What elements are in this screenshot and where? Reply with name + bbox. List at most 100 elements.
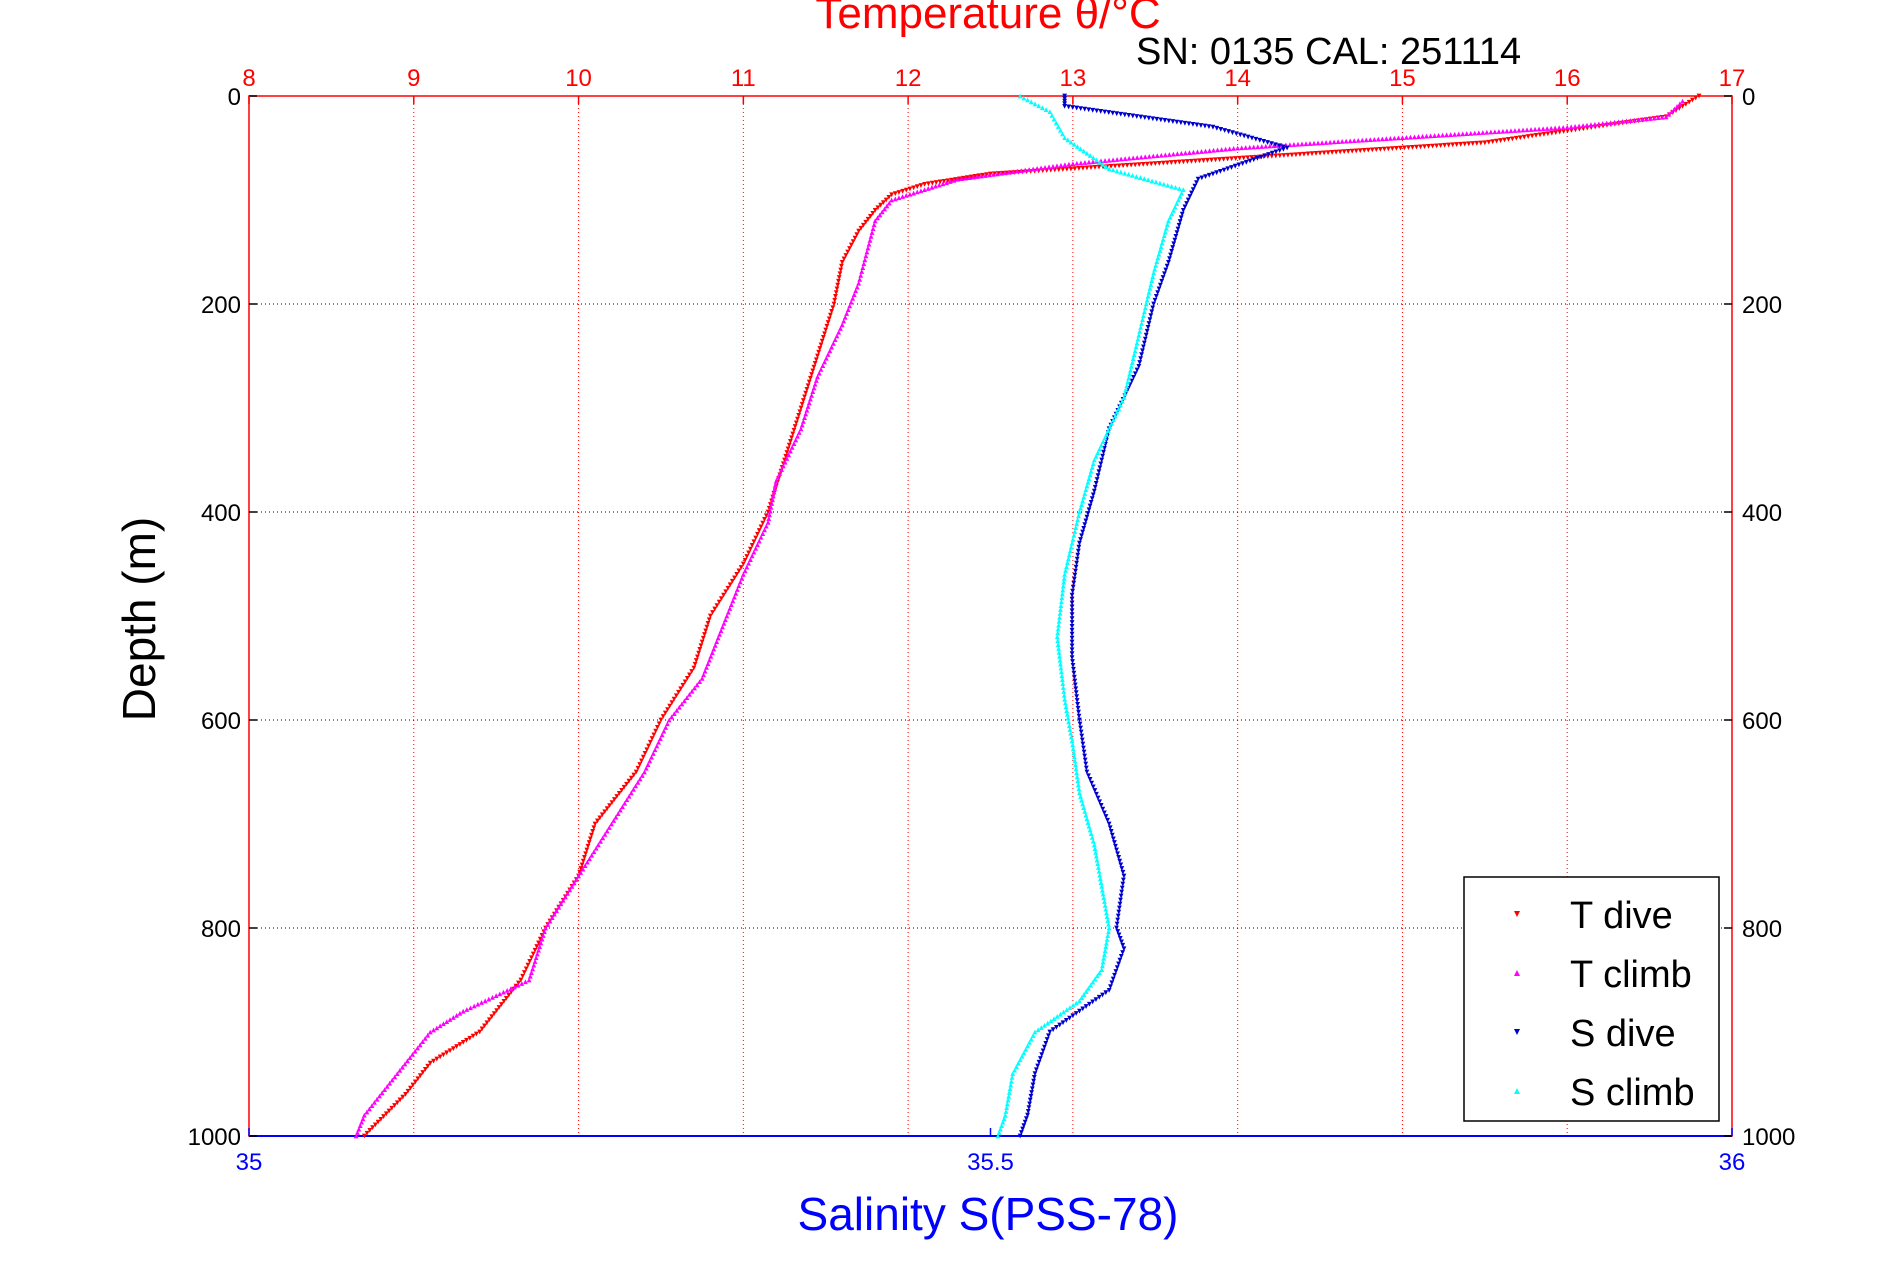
data-point	[479, 1026, 485, 1032]
data-point	[767, 508, 773, 514]
data-point	[1470, 141, 1476, 146]
data-point	[825, 352, 831, 357]
data-point	[1341, 149, 1347, 155]
data-point	[1072, 758, 1078, 764]
data-point	[1528, 127, 1534, 132]
data-point	[684, 695, 690, 700]
data-point	[447, 1048, 453, 1054]
data-point	[1307, 141, 1313, 146]
data-point	[644, 747, 650, 753]
data-point	[460, 1040, 466, 1045]
data-point	[405, 1058, 410, 1064]
data-point	[1357, 148, 1363, 154]
data-point	[933, 180, 939, 185]
data-point	[714, 639, 720, 645]
data-point	[833, 290, 839, 296]
data-point	[758, 534, 764, 540]
data-point	[1069, 635, 1075, 641]
data-point	[1079, 797, 1084, 803]
data-point	[1363, 137, 1369, 143]
data-point	[1023, 1116, 1029, 1122]
data-point	[847, 246, 852, 251]
data-point	[1077, 540, 1082, 546]
data-point	[699, 639, 705, 645]
data-point	[1666, 111, 1672, 117]
data-point	[1084, 816, 1090, 822]
data-point	[1164, 160, 1170, 166]
data-point	[1146, 289, 1152, 295]
data-point	[829, 309, 835, 314]
data-point	[1373, 147, 1379, 153]
data-point	[866, 241, 872, 247]
data-point	[497, 991, 503, 997]
data-point	[1211, 147, 1216, 153]
data-point	[1109, 420, 1115, 426]
data-point	[1027, 1097, 1033, 1103]
data-point	[1087, 827, 1093, 833]
data-point	[783, 453, 789, 459]
data-point	[464, 1037, 469, 1043]
data-point	[1424, 133, 1429, 139]
data-point	[755, 531, 760, 537]
data-point	[615, 811, 621, 816]
y-tick-label-right: 600	[1742, 708, 1782, 735]
salinity-axis: 35 35.5 36	[236, 1128, 1745, 1176]
data-point	[1025, 97, 1030, 103]
data-point	[622, 800, 628, 806]
data-point	[489, 1014, 495, 1020]
data-point	[1092, 484, 1098, 490]
data-point	[538, 940, 544, 946]
data-point	[1389, 146, 1395, 152]
data-point	[1028, 99, 1034, 105]
data-point	[1154, 153, 1160, 159]
data-point	[1131, 375, 1136, 380]
data-point	[886, 200, 892, 206]
data-point	[569, 884, 575, 889]
data-point	[1690, 97, 1695, 103]
data-point	[1022, 167, 1028, 173]
data-point	[1141, 344, 1146, 350]
data-point	[1083, 761, 1089, 767]
data-point	[1385, 146, 1391, 152]
data-point	[1162, 271, 1167, 277]
data-point	[454, 1012, 460, 1018]
data-point	[526, 977, 532, 983]
data-point	[1432, 133, 1437, 138]
data-point	[1696, 93, 1702, 99]
data-point	[551, 911, 557, 917]
data-point	[457, 1010, 463, 1016]
data-point	[460, 1008, 466, 1014]
data-point	[1231, 145, 1237, 151]
data-point	[837, 271, 843, 277]
data-point	[698, 643, 704, 649]
data-point	[1179, 211, 1185, 217]
data-point	[475, 1001, 481, 1007]
data-point	[1141, 176, 1147, 182]
data-point	[1121, 873, 1127, 879]
data-point	[573, 877, 579, 882]
data-point	[716, 599, 722, 605]
data-point	[1452, 131, 1458, 137]
data-point	[558, 901, 564, 907]
data-point	[803, 390, 809, 396]
data-point	[531, 962, 537, 968]
data-point	[1092, 788, 1098, 793]
data-point	[1064, 564, 1069, 569]
data-point	[1545, 131, 1551, 137]
legend-box	[1463, 876, 1720, 1122]
data-point	[1624, 118, 1629, 124]
data-point	[1075, 552, 1081, 558]
y-tick-label: 1000	[188, 1124, 241, 1151]
data-point	[914, 189, 920, 195]
data-point	[1094, 857, 1100, 863]
data-point	[1080, 529, 1086, 535]
data-point	[959, 176, 964, 182]
data-point	[798, 405, 804, 411]
data-point	[1118, 953, 1124, 959]
data-point	[1434, 143, 1440, 149]
data-point	[1062, 98, 1068, 104]
data-point	[1061, 579, 1067, 585]
temperature-tick-label: 9	[407, 65, 420, 92]
data-point	[1073, 690, 1079, 696]
